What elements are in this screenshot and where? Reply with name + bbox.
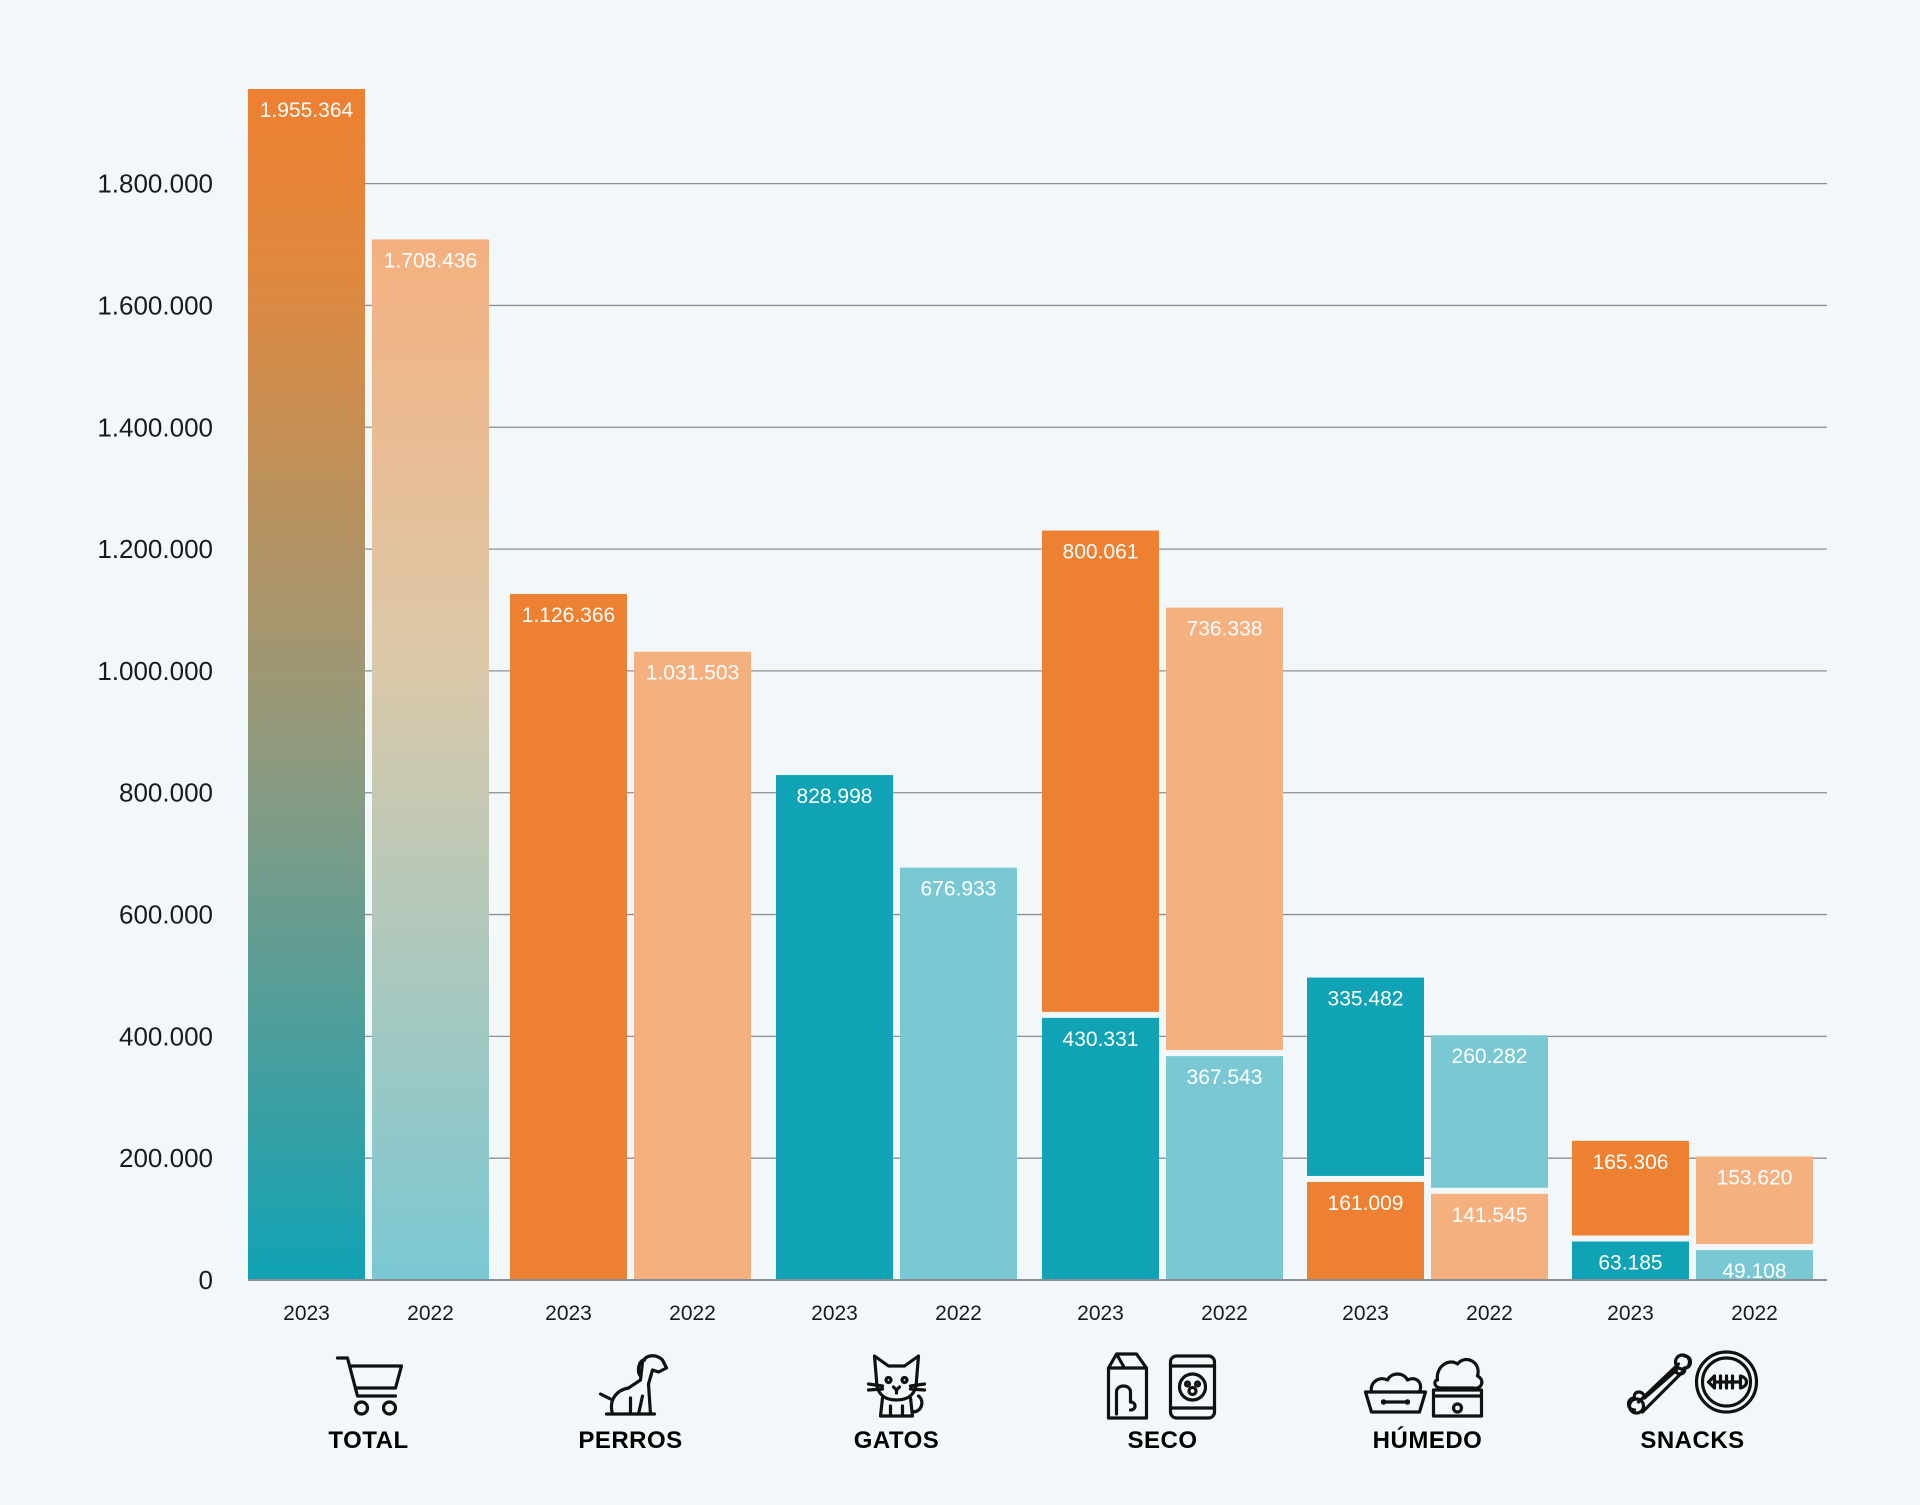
group-label-húmedo: HÚMEDO [1373,1426,1483,1454]
value-label: 800.061 [1063,541,1139,564]
pet-food-bag-icon [1168,1354,1217,1420]
x-tick-year: 2023 [283,1302,330,1325]
value-label: 1.031.503 [646,662,739,685]
bar-seco-2023-segment-0 [1042,1017,1159,1280]
y-tick-label: 1.600.000 [97,290,213,320]
bar-gatos-2023 [776,775,893,1280]
group-label-gatos: GATOS [854,1427,940,1454]
bar-perros-2022 [634,651,751,1280]
value-label: 260.282 [1452,1045,1528,1068]
bar-snacks-2023-segment-0 [1572,1241,1689,1280]
value-label: 736.338 [1187,618,1263,641]
cat-icon [866,1354,927,1418]
x-tick-year: 2023 [545,1302,592,1325]
x-tick-year: 2022 [1731,1302,1778,1325]
dry-food-bag-icon [1106,1352,1149,1420]
x-tick-year: 2023 [1077,1302,1124,1325]
group-label-seco: SECO [1127,1427,1197,1454]
x-tick-year: 2022 [407,1302,454,1325]
y-tick-label: 400.000 [119,1021,213,1051]
value-label: 1.955.364 [260,99,354,122]
fish-treat-icon [1694,1350,1759,1414]
bar-gatos-2022 [900,867,1017,1280]
x-tick-year: 2022 [935,1302,982,1325]
value-label: 161.009 [1328,1192,1404,1215]
value-labels: 1.955.364 1.708.436 1.126.366 1.031.503 828.… [260,99,1793,1283]
y-axis-ticks: 0 200.000 400.000 600.000 800.000 1.000.000 1.… [97,169,213,1295]
value-label: 676.933 [921,878,997,901]
y-tick-label: 1.800.000 [97,169,213,199]
shopping-cart-icon [335,1356,404,1416]
bar-húmedo-2023-segment-0 [1307,1181,1424,1280]
value-label: 430.331 [1063,1028,1139,1051]
value-label: 1.708.436 [384,249,477,272]
bar-perros-2023 [510,593,627,1280]
value-label: 367.543 [1187,1066,1263,1089]
y-tick-label: 800.000 [119,778,213,808]
x-tick-year: 2023 [1342,1302,1389,1325]
bars [248,89,1813,1280]
x-tick-year: 2022 [1466,1302,1513,1325]
bar-húmedo-2022-segment-1 [1431,1035,1548,1188]
y-tick-label: 0 [199,1265,213,1295]
x-tick-year: 2023 [1607,1302,1654,1325]
bar-húmedo-2023-segment-1 [1307,977,1424,1176]
value-label: 49.108 [1722,1260,1786,1283]
y-tick-label: 600.000 [119,900,213,930]
bar-húmedo-2022-segment-0 [1431,1193,1548,1280]
x-tick-year: 2022 [669,1302,716,1325]
value-label: 141.545 [1452,1204,1528,1227]
group-label-total: TOTAL [328,1427,408,1454]
bar-total-2022 [372,239,489,1280]
value-label: 1.126.366 [522,604,615,627]
value-label: 828.998 [797,785,873,808]
bone-icon [1626,1353,1693,1415]
group-label-perros: PERROS [578,1427,682,1454]
value-label: 165.306 [1593,1151,1669,1174]
group-label-snacks: SNACKS [1640,1427,1744,1454]
food-bowl-icon [1363,1372,1428,1414]
x-tick-year: 2022 [1201,1302,1248,1325]
bar-seco-2023-segment-1 [1042,530,1159,1012]
dog-icon [598,1354,669,1416]
bar-seco-2022-segment-1 [1166,607,1283,1051]
bar-seco-2022-segment-0 [1166,1056,1283,1280]
y-tick-label: 1.200.000 [97,534,213,564]
y-tick-label: 1.000.000 [97,656,213,686]
category-groups: TOTAL PERROS GATOS SECO HÚMEDO SNACKS [328,1350,1759,1454]
x-tick-year: 2023 [811,1302,858,1325]
y-tick-label: 1.400.000 [97,412,213,442]
value-label: 335.482 [1328,988,1404,1011]
wet-food-can-icon [1431,1358,1484,1418]
bar-snacks-2022-segment-1 [1696,1156,1813,1245]
y-tick-label: 200.000 [119,1143,213,1173]
x-axis-ticks: 2023 2022 2023 2022 2023 2022 2023 2022 2023 2022… [283,1302,1778,1325]
bar-snacks-2022-segment-0 [1696,1250,1813,1280]
value-label: 63.185 [1598,1252,1662,1275]
bar-total-2023 [248,89,365,1280]
bar-snacks-2023-segment-1 [1572,1140,1689,1236]
value-label: 153.620 [1717,1167,1793,1190]
